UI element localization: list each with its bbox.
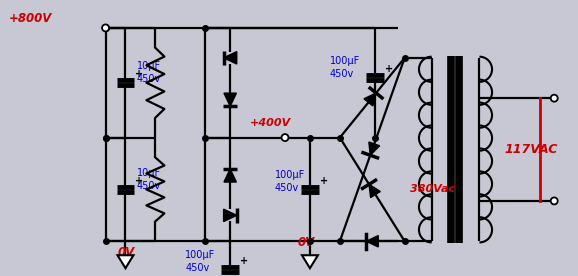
Polygon shape [117,255,134,268]
Text: 100μF
450v: 100μF 450v [186,250,216,273]
Text: 10μF
450v: 10μF 450v [136,168,161,191]
Polygon shape [224,169,236,182]
Text: 10μF
450v: 10μF 450v [136,61,161,84]
Polygon shape [369,184,380,198]
Text: 117VAC: 117VAC [505,143,558,156]
Text: 100μF
450v: 100μF 450v [330,56,360,79]
Text: +400V: +400V [250,118,291,128]
Text: 100μF
450v: 100μF 450v [275,170,305,193]
Text: +800V: +800V [9,12,52,25]
Polygon shape [369,142,380,155]
Text: 380Vac: 380Vac [410,184,455,194]
Text: +: + [135,176,143,186]
Polygon shape [302,255,318,268]
Polygon shape [224,93,236,106]
Circle shape [551,197,558,205]
Circle shape [551,95,558,102]
Text: 0V: 0V [117,246,135,259]
Polygon shape [224,209,237,222]
Text: +: + [240,256,249,266]
Circle shape [102,25,109,31]
Text: +: + [320,176,328,186]
Polygon shape [366,236,378,247]
Circle shape [281,134,288,141]
Polygon shape [224,52,237,64]
Polygon shape [364,93,376,106]
Text: +: + [135,69,143,79]
Text: +: + [385,64,393,74]
Text: 0V: 0V [298,236,315,249]
